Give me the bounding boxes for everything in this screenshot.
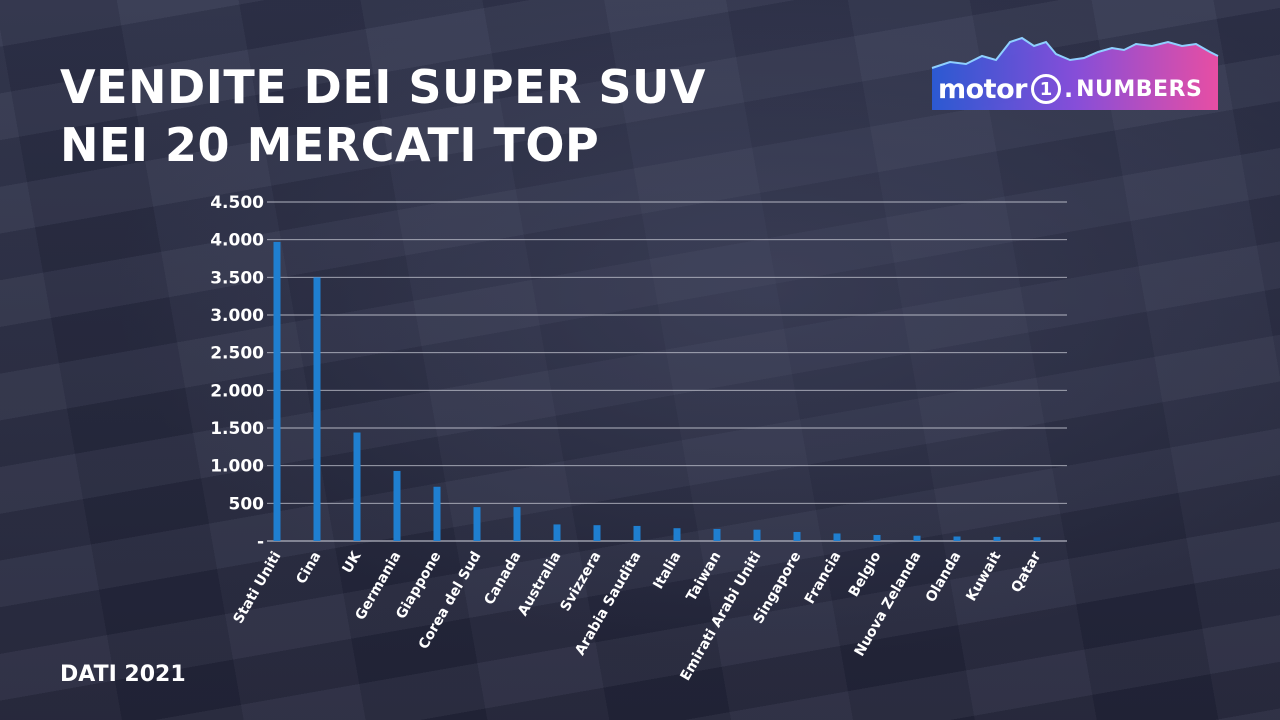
- bar: [713, 528, 721, 541]
- bar: [273, 241, 281, 541]
- bar: [913, 535, 921, 541]
- x-tick-label: Italia: [650, 549, 684, 592]
- x-tick-label: Olanda: [923, 549, 965, 605]
- bar: [993, 536, 1001, 541]
- bar: [873, 534, 881, 541]
- y-tick-label: 1.000: [210, 457, 264, 477]
- y-tick-label: 2.500: [210, 344, 264, 364]
- bar: [833, 533, 841, 541]
- logo-dot: .: [1063, 75, 1074, 103]
- logo-mountain-graphic: [931, 36, 1219, 110]
- logo-badge: 1: [1030, 74, 1061, 104]
- bar: [433, 486, 441, 541]
- logo-numbers: NUMBERS: [1076, 76, 1203, 102]
- x-tick-label: Kuwait: [963, 549, 1004, 604]
- bar: [513, 507, 521, 541]
- y-tick-label: 4.500: [210, 193, 264, 213]
- y-tick-label: 2.000: [210, 381, 264, 401]
- bar: [593, 525, 601, 541]
- y-tick-label: 3.000: [210, 306, 264, 326]
- x-tick-label: Francia: [802, 549, 845, 607]
- x-tick-label: Stati Uniti: [230, 549, 284, 626]
- bar: [753, 529, 761, 541]
- bar: [353, 432, 361, 541]
- bar: [633, 525, 641, 541]
- x-tick-label: Taiwan: [683, 549, 724, 604]
- title-line-2: NEI 20 MERCATI TOP: [60, 118, 600, 172]
- bar: [553, 524, 561, 541]
- bar: [473, 507, 481, 541]
- y-tick-label: -: [257, 532, 264, 552]
- x-tick-label: Qatar: [1008, 549, 1044, 596]
- bar: [1033, 537, 1041, 541]
- motor1-numbers-logo: motor 1 . NUMBERS: [938, 70, 1218, 108]
- x-tick-label: UK: [339, 548, 365, 576]
- bar: [313, 277, 321, 541]
- y-tick-label: 500: [229, 494, 265, 514]
- title-line-1: VENDITE DEI SUPER SUV: [60, 60, 707, 114]
- x-tick-label: Svizzera: [558, 549, 605, 614]
- data-year-note: DATI 2021: [60, 662, 186, 687]
- x-tick-label: Belgio: [846, 549, 885, 600]
- bar: [793, 531, 801, 541]
- bar: [673, 528, 681, 541]
- bar: [393, 470, 401, 541]
- chart-title: VENDITE DEI SUPER SUV NEI 20 MERCATI TOP: [60, 58, 706, 174]
- y-tick-label: 3.500: [210, 268, 264, 288]
- y-tick-label: 1.500: [210, 419, 264, 439]
- y-tick-label: 4.000: [210, 231, 264, 251]
- bar: [953, 536, 961, 541]
- x-tick-label: Cina: [293, 549, 324, 587]
- x-tick-label: Canada: [481, 549, 524, 608]
- logo-word: motor: [938, 73, 1027, 105]
